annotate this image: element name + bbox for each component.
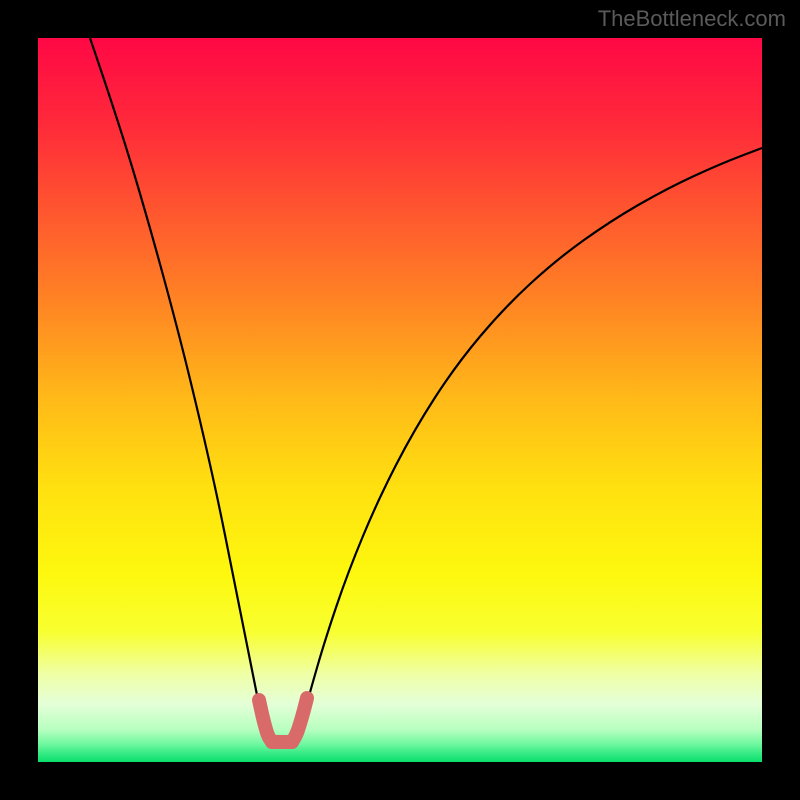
watermark-label: TheBottleneck.com bbox=[598, 6, 786, 32]
bottleneck-chart bbox=[0, 0, 800, 800]
chart-container: TheBottleneck.com bbox=[0, 0, 800, 800]
